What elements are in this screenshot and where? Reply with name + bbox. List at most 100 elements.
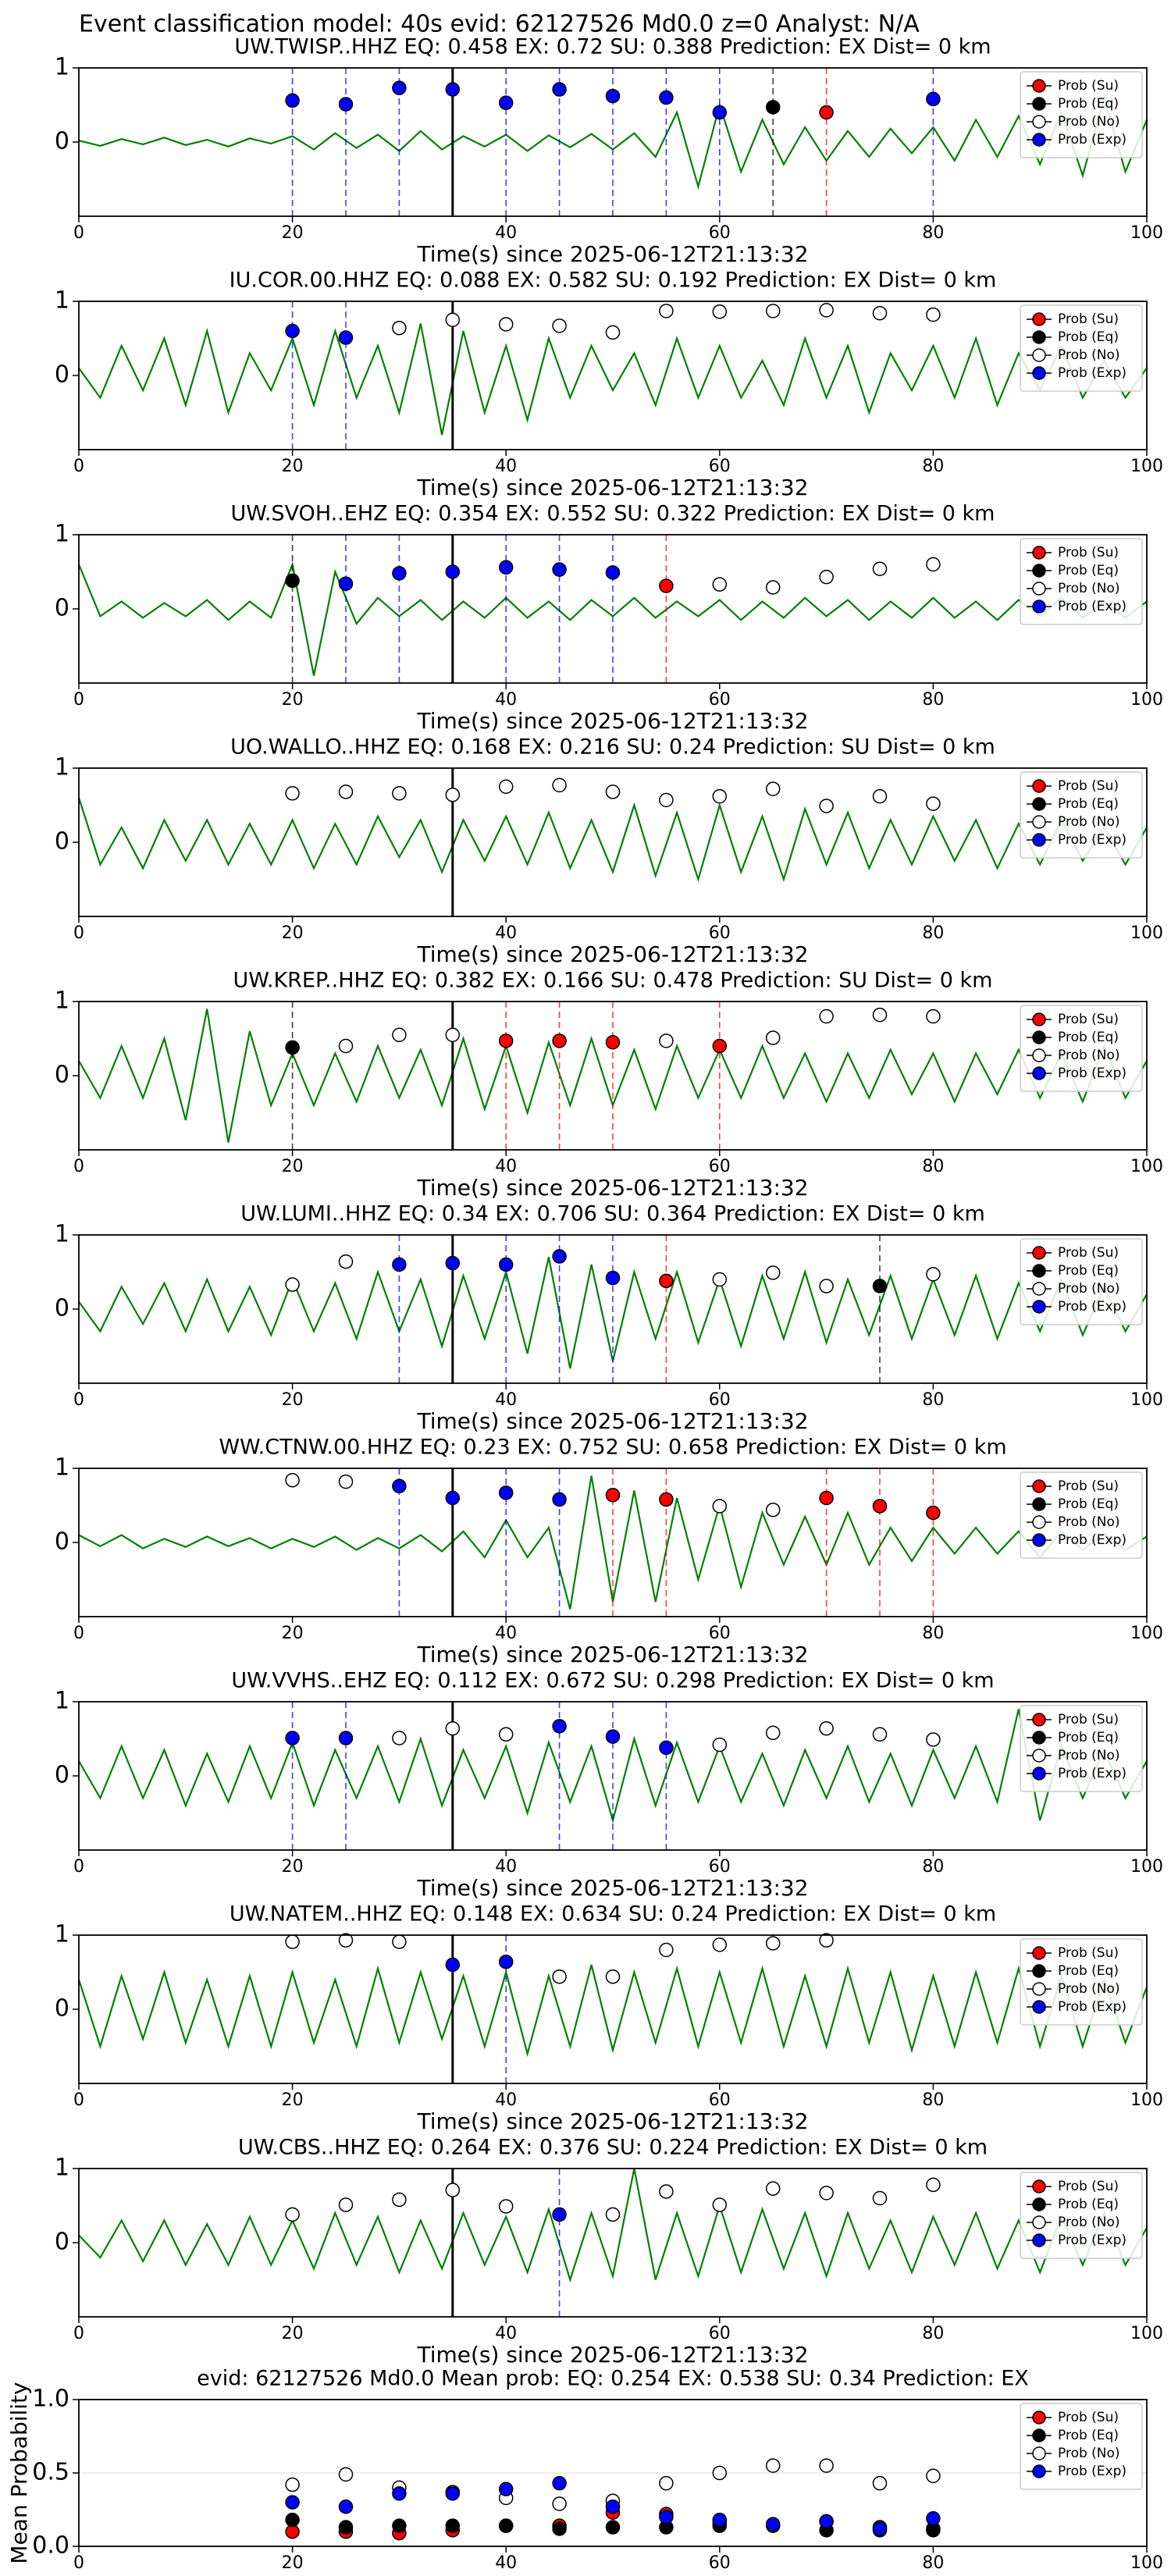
legend-marker bbox=[1032, 1264, 1046, 1278]
legend-label: Prob (Exp) bbox=[1058, 1066, 1127, 1081]
prob-dot bbox=[659, 304, 674, 318]
x-tick-label: 100 bbox=[1130, 1857, 1163, 1877]
legend-box bbox=[1020, 304, 1143, 392]
legend-marker bbox=[1032, 1946, 1046, 1960]
legend-marker bbox=[1032, 1515, 1046, 1529]
x-tick-label: 80 bbox=[922, 2324, 944, 2343]
panel-title: UW.VVHS..EHZ EQ: 0.112 EX: 0.672 SU: 0.2… bbox=[231, 1669, 994, 1693]
legend-marker bbox=[1032, 833, 1046, 847]
legend-marker bbox=[1032, 312, 1046, 326]
prob-dot bbox=[926, 91, 941, 107]
waveform bbox=[78, 323, 1148, 436]
legend-box bbox=[1020, 1938, 1143, 2026]
x-tick-label: 20 bbox=[282, 923, 304, 943]
legend-marker bbox=[1032, 2000, 1046, 2014]
legend-marker bbox=[1032, 546, 1046, 560]
x-tick-label: 80 bbox=[922, 2553, 944, 2573]
prob-dot bbox=[712, 1937, 728, 1952]
prob-dot bbox=[338, 2197, 354, 2212]
prob-dot bbox=[765, 781, 781, 796]
prob-dot bbox=[659, 2475, 674, 2491]
y-tick-label: 1 bbox=[55, 287, 69, 315]
legend-box bbox=[1020, 1705, 1143, 1792]
suptitle: Event classification model: 40s evid: 62… bbox=[79, 11, 920, 38]
x-tick-label: 100 bbox=[1130, 1157, 1163, 1176]
y-tick-label: 1.0 bbox=[32, 2386, 69, 2413]
panel-title: UO.WALLO..HHZ EQ: 0.168 EX: 0.216 SU: 0.… bbox=[230, 735, 995, 760]
legend-marker bbox=[1032, 1964, 1046, 1978]
legend-label: Prob (Su) bbox=[1058, 311, 1119, 327]
legend-label: Prob (Eq) bbox=[1058, 563, 1119, 578]
legend-label: Prob (Exp) bbox=[1058, 599, 1127, 614]
legend-label: Prob (Eq) bbox=[1058, 1730, 1119, 1745]
legend-label: Prob (Eq) bbox=[1058, 1963, 1119, 1979]
prob-dot bbox=[498, 2482, 514, 2496]
legend-label: Prob (Su) bbox=[1058, 2179, 1119, 2194]
y-tick-label: 1 bbox=[55, 54, 69, 81]
prob-dot bbox=[445, 1490, 461, 1506]
legend-label: Prob (Eq) bbox=[1058, 329, 1119, 345]
x-tick-label: 20 bbox=[282, 1390, 304, 1410]
x-tick-label: 60 bbox=[709, 1857, 731, 1877]
prob-dot bbox=[445, 1720, 461, 1736]
waveform bbox=[77, 797, 1148, 883]
prob-dot bbox=[765, 2458, 781, 2473]
legend-label: Prob (No) bbox=[1058, 1514, 1120, 1530]
legend-marker bbox=[1032, 600, 1046, 614]
prob-dot bbox=[819, 569, 834, 585]
y-tick-label: 0 bbox=[55, 1062, 69, 1089]
legend-label: Prob (Eq) bbox=[1058, 96, 1119, 112]
x-tick-label: 80 bbox=[922, 2090, 944, 2110]
prob-dot bbox=[392, 80, 407, 95]
prob-dot bbox=[552, 1719, 567, 1734]
prob-dot bbox=[285, 323, 300, 339]
x-tick-label: 60 bbox=[709, 1390, 731, 1410]
legend-label: Prob (Eq) bbox=[1058, 2428, 1119, 2443]
legend-marker bbox=[1032, 564, 1046, 578]
x-tick-label: 60 bbox=[709, 457, 731, 476]
prob-dot bbox=[552, 318, 567, 333]
prob-dot bbox=[498, 1954, 514, 1969]
prob-dot bbox=[445, 2183, 461, 2197]
prob-dot bbox=[819, 303, 834, 318]
prob-dot bbox=[285, 573, 300, 589]
legend-label: Prob (Su) bbox=[1058, 1012, 1119, 1027]
prob-dot bbox=[926, 1009, 941, 1024]
prob-dot bbox=[445, 564, 461, 579]
legend-marker bbox=[1032, 1982, 1046, 1996]
prob-dot bbox=[712, 1038, 728, 1054]
prob-dot bbox=[392, 2192, 407, 2208]
legend-marker bbox=[1032, 115, 1046, 129]
prob-dot bbox=[765, 304, 781, 318]
panel-title: UW.KREP..HHZ EQ: 0.382 EX: 0.166 SU: 0.4… bbox=[233, 969, 993, 993]
legend-label: Prob (Eq) bbox=[1058, 1030, 1119, 1045]
prob-dot bbox=[819, 1009, 834, 1024]
legend-label: Prob (No) bbox=[1058, 1748, 1120, 1763]
prob-dot bbox=[285, 1472, 300, 1488]
prob-dot bbox=[605, 2499, 621, 2514]
prob-dot bbox=[445, 1027, 461, 1042]
prob-dot bbox=[445, 2518, 461, 2533]
x-tick-label: 80 bbox=[922, 923, 944, 943]
y-tick-label: 0 bbox=[55, 828, 69, 856]
prob-dot bbox=[338, 2467, 354, 2482]
prob-dot bbox=[285, 1040, 300, 1055]
prob-dot bbox=[926, 2177, 941, 2193]
y-tick-label: 1 bbox=[55, 521, 69, 548]
y-tick-label: 0 bbox=[55, 1762, 69, 1789]
legend-marker bbox=[1032, 1282, 1046, 1296]
prob-dot bbox=[498, 1727, 514, 1742]
prob-dot bbox=[338, 97, 354, 112]
prob-dot bbox=[392, 2486, 407, 2501]
prob-dot bbox=[605, 88, 621, 104]
prob-dot bbox=[765, 580, 781, 595]
prob-dot bbox=[872, 1007, 888, 1023]
y-tick-label: 0 bbox=[55, 1995, 69, 2023]
prob-dot bbox=[552, 82, 567, 97]
x-tick-label: 20 bbox=[282, 1157, 304, 1176]
prob-dot bbox=[605, 2207, 621, 2222]
prob-dot bbox=[498, 1034, 514, 1048]
legend-marker bbox=[1032, 1048, 1046, 1062]
waveform bbox=[77, 1964, 1148, 2058]
x-tick-label: 80 bbox=[922, 457, 944, 476]
